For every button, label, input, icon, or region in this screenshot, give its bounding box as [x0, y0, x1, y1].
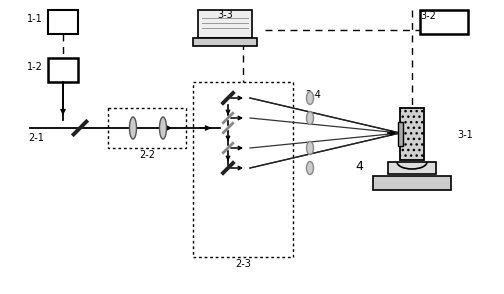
Bar: [48, 10, 78, 34]
Bar: [193, 82, 293, 257]
Bar: [373, 176, 451, 190]
Ellipse shape: [130, 117, 137, 139]
Ellipse shape: [306, 91, 313, 104]
Bar: [108, 108, 186, 148]
Text: 2-2: 2-2: [139, 150, 155, 160]
Text: 2-3: 2-3: [235, 259, 251, 269]
Text: 2-4: 2-4: [305, 90, 321, 100]
Bar: [420, 10, 468, 34]
Bar: [398, 122, 403, 146]
Text: 3-1: 3-1: [457, 130, 473, 140]
Text: 1-2: 1-2: [27, 62, 43, 72]
Text: 4: 4: [355, 160, 363, 173]
Bar: [193, 38, 257, 46]
Ellipse shape: [306, 111, 313, 124]
Ellipse shape: [159, 117, 166, 139]
Bar: [48, 58, 78, 82]
Bar: [400, 108, 424, 160]
Ellipse shape: [306, 161, 313, 175]
Text: 3-3: 3-3: [217, 10, 233, 20]
Bar: [198, 10, 252, 38]
Bar: [388, 162, 436, 174]
Text: 2-1: 2-1: [28, 133, 44, 143]
Text: 1-1: 1-1: [27, 14, 43, 24]
Text: 3-2: 3-2: [420, 11, 436, 21]
Ellipse shape: [306, 141, 313, 155]
